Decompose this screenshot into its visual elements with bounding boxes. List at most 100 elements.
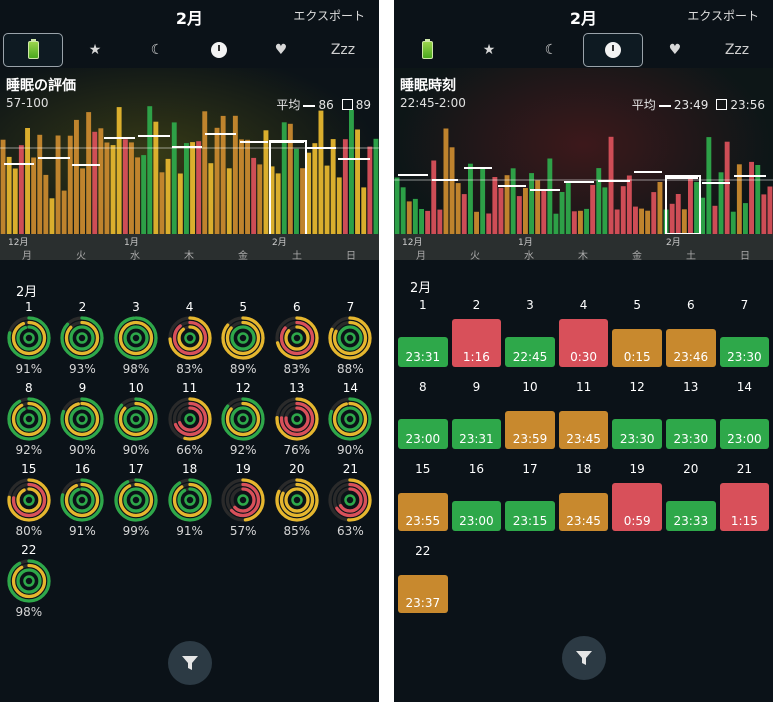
day-cell[interactable]: 9 23:31 [450,378,504,452]
day-number: 3 [132,300,140,314]
tab-heart[interactable]: ♥ [251,33,311,67]
tab-star[interactable]: ★ [65,33,125,67]
filter-button[interactable] [561,636,606,680]
sleep-time-block: 1:16 [451,319,502,367]
tab-clock[interactable] [583,33,643,67]
day-cell[interactable]: 14 90% [324,381,378,462]
day-cell[interactable]: 2 93% [56,300,110,381]
average-label: 平均 [276,98,301,112]
day-cell[interactable]: 2 1:16 [450,296,504,370]
day-cell[interactable]: 1 91% [2,300,56,381]
day-cell[interactable]: 15 23:55 [396,460,450,534]
day-cell[interactable]: 20 85% [270,462,324,543]
month-title: 2月 [175,9,204,28]
day-cell[interactable]: 21 63% [324,462,378,543]
day-cell[interactable]: 13 23:30 [664,378,718,452]
history-bar [443,128,449,234]
history-bar [529,173,534,234]
axis-weekday-label: 火 [76,251,86,262]
day-cell[interactable]: 16 23:00 [450,460,504,534]
day-cell[interactable]: 6 83% [270,300,324,381]
day-cell[interactable]: 17 99% [109,462,163,543]
history-bar [584,208,589,234]
tab-clock[interactable] [189,33,249,67]
day-cell[interactable]: 18 23:45 [557,460,611,534]
sleep-time-block: 23:30 [719,337,770,367]
history-bar [55,135,61,234]
filter-button[interactable] [167,641,212,685]
tab-moon[interactable]: ☾ [521,33,581,67]
day-number: 21 [736,462,753,476]
axis-weekday-label: 日 [346,251,356,262]
sleep-time-block: 23:31 [398,337,448,367]
day-cell[interactable]: 4 83% [163,300,217,381]
sleep-time-block: 22:45 [505,337,555,367]
day-cell[interactable]: 13 76% [270,381,324,462]
day-cell[interactable]: 8 23:00 [396,378,450,452]
tab-battery[interactable] [397,33,457,67]
sleep-time-value: 23:30 [619,432,655,446]
day-number: 14 [736,380,753,394]
day-cell[interactable]: 10 23:59 [503,378,557,452]
sleep-time-value: 23:00 [459,514,494,528]
top-bar: 2月 エクスポート [0,0,379,30]
history-bar [767,186,773,234]
day-cell[interactable]: 20 23:33 [664,460,718,534]
history-bar [129,142,134,234]
day-cell[interactable]: 12 23:30 [610,378,664,452]
tab-heart[interactable]: ♥ [645,33,705,67]
day-cell[interactable]: 3 98% [109,300,163,381]
history-bar [510,168,516,234]
day-cell[interactable]: 19 57% [216,462,270,543]
day-cell[interactable]: 19 0:59 [610,460,664,534]
tab-zzz[interactable]: Zzz [707,33,767,67]
day-cell[interactable]: 11 66% [163,381,217,462]
day-cell[interactable]: 16 91% [56,462,110,543]
history-bar [184,143,189,234]
day-cell[interactable]: 12 92% [216,381,270,462]
history-bar [330,139,336,234]
day-cell[interactable]: 15 80% [2,462,56,543]
tab-star[interactable]: ★ [459,33,519,67]
export-button[interactable]: エクスポート [293,9,365,23]
tab-zzz[interactable]: Zzz [313,33,373,67]
day-cell[interactable]: 4 0:30 [557,296,611,370]
day-cell[interactable]: 3 22:45 [503,296,557,370]
sleep-time-block: 0:15 [612,329,662,367]
day-cell[interactable]: 18 91% [163,462,217,543]
day-cell[interactable]: 8 92% [2,381,56,462]
day-cell[interactable]: 21 1:15 [718,460,772,534]
metric-tabs: ★ ☾ ♥ Zzz [3,33,376,67]
history-bar [669,203,675,234]
sleep-rings-icon [221,316,265,360]
tab-battery[interactable] [3,33,63,67]
average-value: 86 [318,98,334,112]
day-cell[interactable]: 17 23:15 [503,460,557,534]
axis-month-label: 1月 [518,238,533,248]
day-cell[interactable]: 22 98% [2,543,56,624]
export-button[interactable]: エクスポート [687,9,759,23]
day-cell[interactable]: 22 23:37 [396,542,450,616]
day-cell[interactable]: 9 90% [56,381,110,462]
day-cell[interactable]: 5 89% [216,300,270,381]
sleep-time-block: 23:00 [451,501,502,531]
day-score: 98% [122,362,150,376]
day-cell[interactable]: 7 23:30 [718,296,772,370]
day-cell[interactable]: 11 23:45 [557,378,611,452]
chart-axis: 12月 1月 2月月 火 水 木 金 土 日 [394,234,773,262]
sleep-time-value: 23:45 [566,432,601,446]
day-cell[interactable]: 5 0:15 [610,296,664,370]
day-score: 92% [15,443,43,457]
history-bar [80,168,85,234]
tab-moon[interactable]: ☾ [127,33,187,67]
sleep-time-value: 23:46 [673,350,709,364]
day-number: 22 [415,544,431,558]
history-bar [724,141,730,234]
day-cell[interactable]: 1 23:31 [396,296,450,370]
day-cell[interactable]: 10 90% [109,381,163,462]
day-number: 2 [472,298,481,312]
history-bar [281,122,287,234]
day-cell[interactable]: 7 88% [324,300,378,381]
day-cell[interactable]: 6 23:46 [664,296,718,370]
day-cell[interactable]: 14 23:00 [718,378,772,452]
